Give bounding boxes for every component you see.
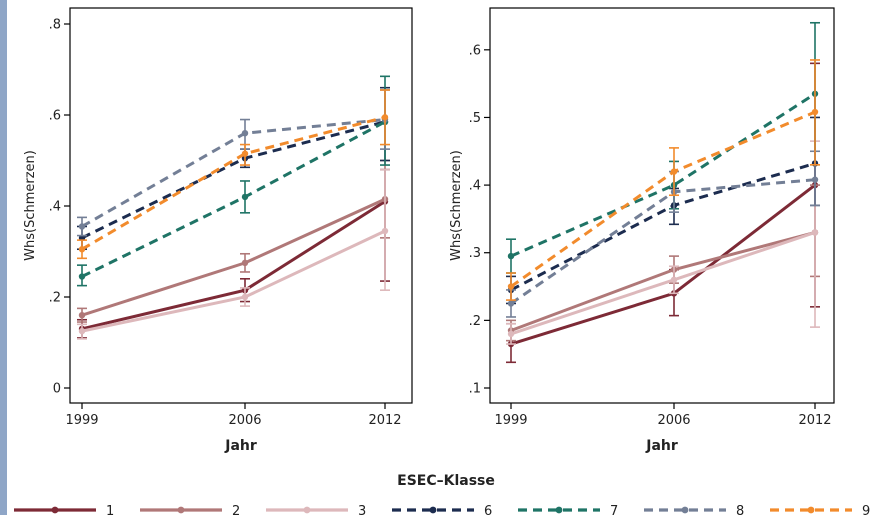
data-point [78, 223, 86, 230]
y-axis-title: Whs(Schmerzen) [449, 150, 464, 261]
series-2 [506, 184, 820, 342]
series-line [510, 231, 816, 336]
legend-marker [555, 506, 563, 514]
data-point [78, 327, 86, 335]
y-tick-label: 0 [53, 382, 61, 397]
y-tick-label: .6 [49, 109, 61, 124]
x-tick-label: 1999 [65, 413, 98, 428]
plot-frame [69, 7, 413, 404]
series-9 [77, 89, 390, 260]
series-9 [506, 59, 820, 301]
y-axis-title: Whs(Schmerzen) [23, 150, 38, 261]
data-point [507, 330, 515, 338]
legend-title: ESEC–Klasse [397, 473, 495, 489]
data-point [507, 283, 515, 290]
x-axis-title: Jahr [224, 438, 257, 454]
right-chart-panel: .1 .2 .3 .4 .5 .6 1999 2006 2012 Jahr Whs(Schmerze… [449, 7, 835, 454]
legend-label: 9 [862, 504, 870, 515]
left-chart-panel: 0 .2 .4 .6 .8 1999 2006 2012 Jahr Whs(Schmerzen) [23, 7, 413, 454]
data-point [381, 227, 389, 235]
legend-marker [429, 506, 437, 514]
series-line [510, 92, 816, 258]
x-axis-title: Jahr [645, 438, 678, 454]
data-point [507, 300, 515, 307]
series-1 [77, 168, 390, 339]
series-7 [506, 21, 820, 274]
x-tick-label: 1999 [494, 413, 527, 428]
y-tick-label: .2 [49, 291, 61, 306]
legend-label: 2 [232, 504, 240, 515]
series-3 [77, 168, 390, 340]
x-tick-label: 2012 [368, 413, 401, 428]
series-2 [77, 159, 390, 323]
legend-marker [681, 506, 689, 514]
y-tick-label: .4 [49, 200, 61, 215]
y-tick-label: .8 [49, 18, 61, 33]
y-tick-label: .2 [469, 314, 481, 329]
legend-label: 3 [358, 504, 366, 515]
data-point [811, 176, 819, 183]
series-7 [77, 75, 390, 287]
series-1 [506, 62, 820, 364]
y-tick-label: .5 [469, 111, 481, 126]
legend-label: 7 [610, 504, 618, 515]
data-point [670, 168, 678, 175]
data-point [78, 246, 86, 253]
data-point [78, 273, 86, 280]
legend-marker [51, 506, 59, 514]
data-point [241, 293, 249, 301]
legend-label: 6 [484, 504, 492, 515]
y-tick-label: .3 [469, 246, 481, 261]
legend-item-7: 7 [518, 504, 618, 515]
plot-frame [489, 7, 835, 404]
data-point [241, 259, 249, 267]
x-tick-label: 2006 [657, 413, 690, 428]
y-tick-label: .1 [469, 382, 481, 397]
legend-label: 1 [106, 504, 114, 515]
legend-item-3: 3 [266, 504, 366, 515]
data-point [507, 252, 515, 260]
x-tick-label: 2006 [228, 413, 261, 428]
data-point [381, 114, 389, 121]
data-point [811, 229, 819, 236]
legend-label: 8 [736, 504, 744, 515]
y-tick-label: .4 [469, 179, 481, 194]
left-accent-bar [0, 0, 7, 515]
legend-item-9: 9 [770, 504, 870, 515]
legend-item-6: 6 [392, 504, 492, 515]
data-point [241, 193, 249, 201]
data-point [78, 312, 86, 319]
legend-marker [303, 506, 311, 514]
series-line [81, 229, 386, 333]
data-point [811, 108, 819, 116]
data-point [241, 150, 249, 157]
series-line [81, 118, 386, 228]
y-tick-label: .6 [469, 43, 481, 58]
legend-marker [807, 506, 815, 514]
data-point [241, 130, 249, 137]
legend-marker [177, 506, 185, 514]
legend: 1 2 3 6 7 8 9 [14, 504, 870, 515]
x-tick-label: 2012 [798, 413, 831, 428]
legend-item-1: 1 [14, 504, 114, 515]
data-point [670, 276, 678, 283]
legend-item-2: 2 [140, 504, 240, 515]
legend-item-8: 8 [644, 504, 744, 515]
